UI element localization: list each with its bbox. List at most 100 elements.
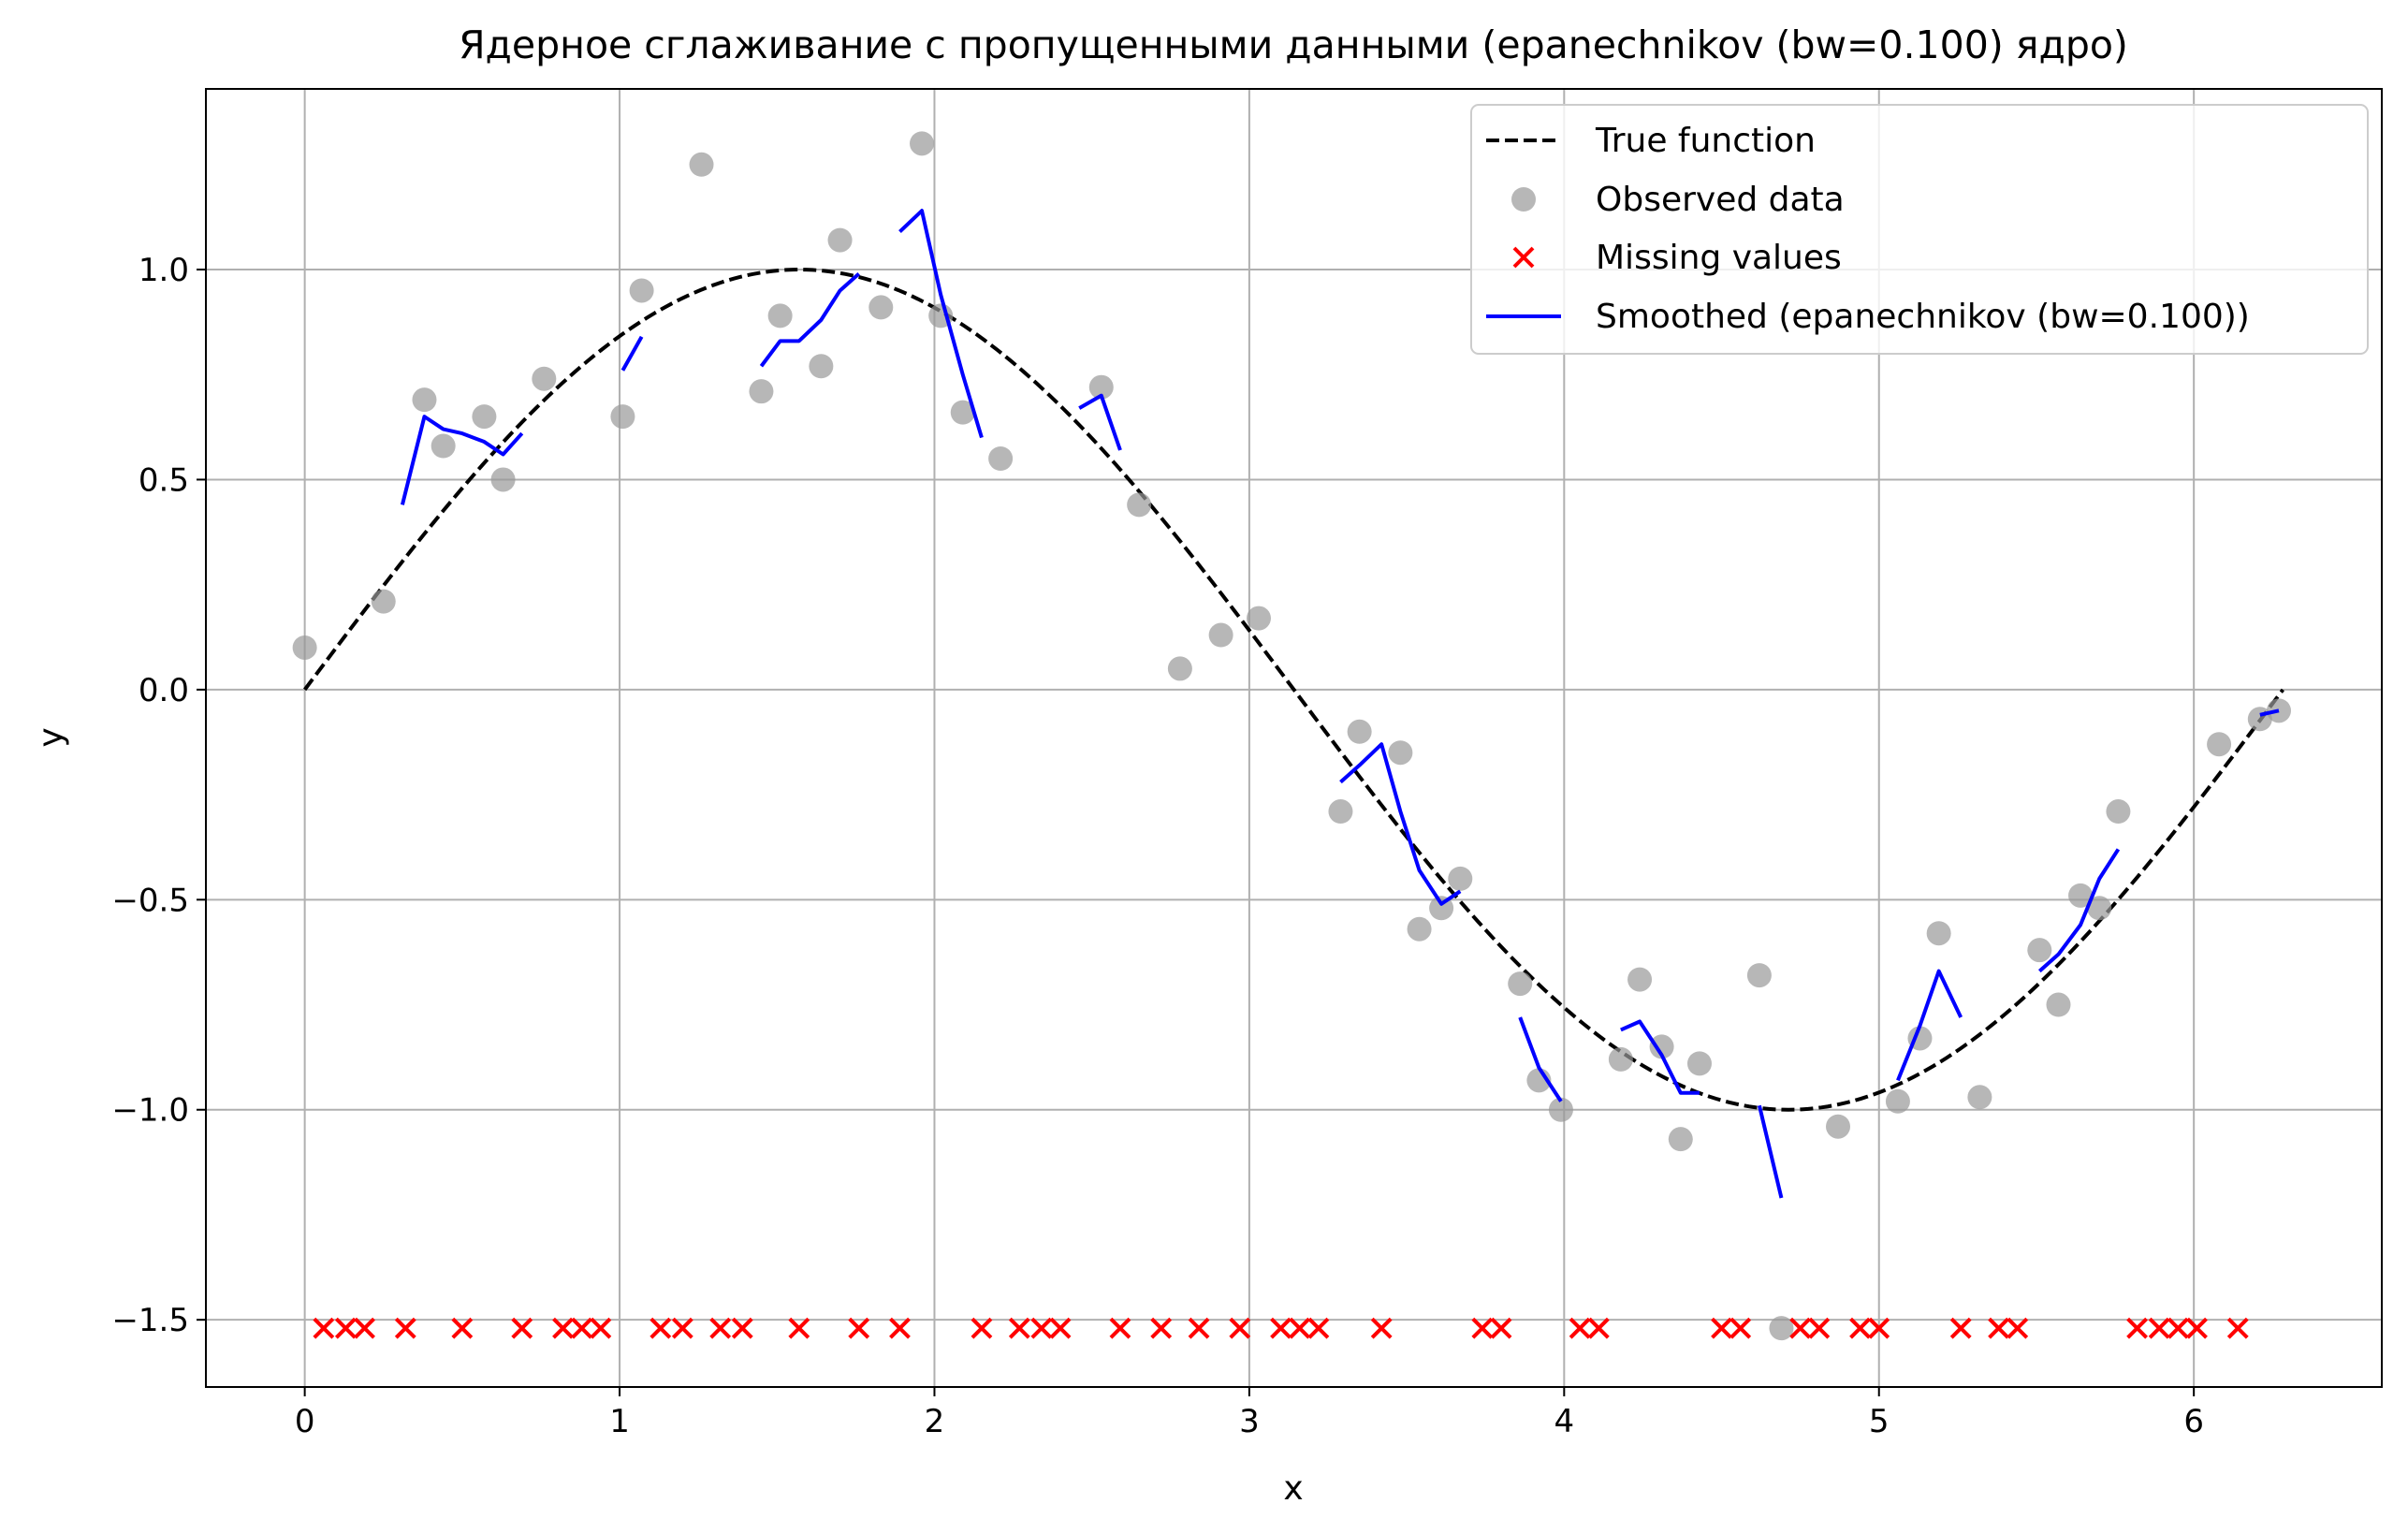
smoothed-segment <box>1078 393 1122 451</box>
legend-label-smoothed: Smoothed (epanechnikov (bw=0.100)) <box>1596 298 2250 336</box>
observed-point <box>689 152 714 177</box>
observed-point <box>472 404 497 430</box>
missing-marker <box>451 1317 474 1339</box>
missing-marker <box>2007 1317 2029 1339</box>
observed-point <box>1127 492 1152 518</box>
observed-point <box>1246 606 1271 631</box>
observed-point <box>1347 719 1372 744</box>
y-axis-label: y <box>32 727 70 747</box>
observed-point <box>767 303 793 328</box>
smoothed-segment <box>400 415 524 505</box>
smoothed-segment <box>1339 742 1462 906</box>
observed-point <box>2046 992 2071 1017</box>
missing-marker <box>649 1317 672 1339</box>
y-tick-label: −0.5 <box>111 882 189 919</box>
observed-point <box>1686 1051 1712 1076</box>
x-axis-label: x <box>1283 1469 1303 1508</box>
observed-point <box>2068 883 2094 908</box>
observed-point <box>1508 971 1533 997</box>
legend-missing-values-swatch <box>1512 246 1535 269</box>
missing-marker <box>354 1317 375 1339</box>
missing-marker <box>1008 1317 1030 1339</box>
observed-point <box>749 379 774 404</box>
missing-marker <box>1049 1317 1072 1339</box>
y-tick-label: 0.0 <box>139 672 189 709</box>
observed-point <box>292 635 317 660</box>
missing-marker <box>1789 1317 1812 1339</box>
x-tick-label: 4 <box>1554 1403 1574 1440</box>
observed-point <box>2106 799 2131 825</box>
plot-frame <box>205 88 2383 1388</box>
missing-marker <box>1949 1317 1972 1339</box>
observed-point <box>988 446 1014 472</box>
y-tick-label: −1.5 <box>111 1302 189 1339</box>
missing-marker <box>848 1317 870 1339</box>
observed-point <box>1608 1046 1633 1072</box>
missing-marker <box>1109 1317 1131 1339</box>
smoothed-segment <box>898 209 984 439</box>
missing-marker <box>1988 1317 2009 1339</box>
observed-point <box>1885 1088 1910 1114</box>
missing-marker <box>511 1317 533 1339</box>
true-function-series <box>303 268 2284 1112</box>
x-tick-label: 3 <box>1239 1403 1260 1440</box>
observed-point <box>412 387 437 413</box>
observed-point <box>431 433 456 459</box>
observed-data-series <box>292 131 2291 1341</box>
missing-marker <box>1587 1317 1610 1339</box>
missing-marker <box>709 1317 732 1339</box>
legend-label-true-function: True function <box>1595 122 1816 160</box>
missing-marker <box>2226 1317 2249 1339</box>
chart-title: Ядерное сглаживание с пропущенными данны… <box>459 22 2128 67</box>
legend-label-missing-values: Missing values <box>1596 239 1842 277</box>
missing-marker <box>889 1317 911 1339</box>
legend-label-observed-data: Observed data <box>1596 181 1845 219</box>
legend-observed-data-swatch <box>1511 187 1536 212</box>
observed-point <box>1967 1085 1992 1110</box>
missing-marker <box>313 1317 335 1339</box>
observed-point <box>1388 740 1413 766</box>
observed-point <box>1649 1034 1674 1059</box>
y-tick-label: 0.5 <box>139 461 189 499</box>
x-tick-label: 5 <box>1869 1403 1890 1440</box>
missing-marker <box>1030 1317 1053 1339</box>
observed-point <box>827 227 853 253</box>
smoothed-segment <box>620 335 644 372</box>
legend-box <box>1470 104 2369 355</box>
missing-marker <box>2126 1317 2149 1339</box>
smoothed-series <box>400 209 2280 1199</box>
missing-marker <box>1150 1317 1173 1339</box>
observed-point <box>2027 938 2052 963</box>
missing-marker <box>1868 1317 1890 1339</box>
observed-point <box>868 295 894 320</box>
missing-marker <box>571 1317 593 1339</box>
observed-point <box>910 131 935 156</box>
missing-marker <box>1370 1317 1393 1339</box>
missing-marker <box>1711 1317 1732 1339</box>
observed-point <box>1208 622 1233 648</box>
observed-point <box>2087 896 2112 921</box>
observed-point <box>950 400 975 425</box>
smoothed-segment <box>2037 848 2121 973</box>
x-tick-label: 0 <box>295 1403 315 1440</box>
observed-point <box>1088 374 1114 400</box>
observed-point <box>532 366 557 391</box>
true-function-line <box>303 268 2284 1112</box>
observed-point <box>1826 1114 1851 1139</box>
missing-marker <box>394 1317 416 1339</box>
observed-point <box>1926 921 1951 946</box>
missing-marker <box>2167 1317 2189 1339</box>
x-tick-label: 2 <box>925 1403 945 1440</box>
missing-marker <box>788 1317 810 1339</box>
missing-values-series <box>313 1317 2249 1339</box>
y-axis-ticks: 1.0 0.5 0.0 −0.5 −1.0 −1.5 <box>111 252 206 1339</box>
smoothed-segment <box>759 272 861 368</box>
observed-point <box>1769 1316 1794 1341</box>
missing-marker <box>1229 1317 1251 1339</box>
missing-marker <box>552 1317 574 1339</box>
observed-point <box>1548 1097 1573 1122</box>
y-tick-label: −1.0 <box>111 1092 189 1130</box>
observed-point <box>1167 656 1192 681</box>
observed-point <box>1328 799 1353 825</box>
